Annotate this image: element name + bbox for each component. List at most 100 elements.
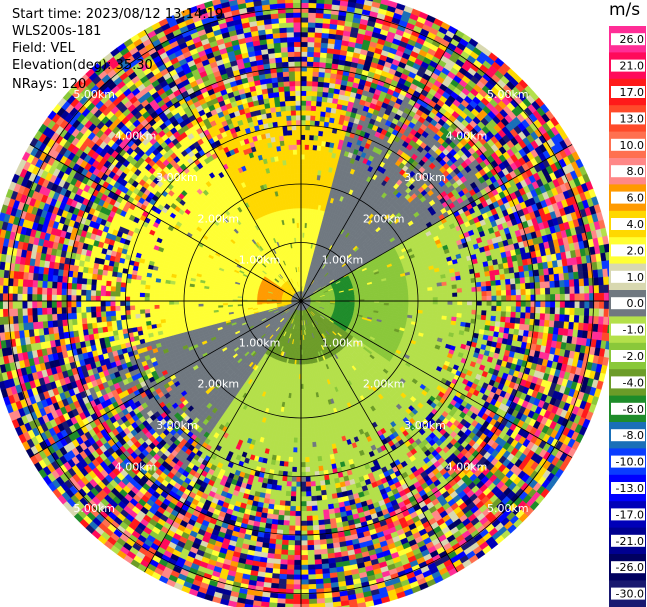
radar-cell — [321, 32, 330, 39]
radar-cell — [466, 291, 473, 297]
radar-cell — [462, 300, 468, 306]
radar-cell — [539, 313, 546, 321]
radar-cell — [446, 284, 453, 290]
radar-cell — [322, 86, 330, 93]
radar-cell — [486, 305, 492, 312]
radar-cell — [490, 280, 497, 287]
radar-cell — [524, 318, 531, 326]
radar-cell — [306, 85, 313, 92]
radar-cell — [305, 105, 312, 111]
radar-cell — [597, 324, 604, 333]
radar-cell — [442, 300, 448, 306]
radar-cell — [312, 81, 319, 87]
radar-cell — [300, 80, 307, 87]
radar-cell — [491, 290, 497, 297]
radar-cell — [544, 287, 551, 295]
radar-cell — [475, 319, 482, 325]
radar-cell — [308, 2, 317, 9]
radar-cell — [305, 134, 310, 141]
radar-cell — [559, 280, 565, 288]
radar-cell — [583, 278, 590, 287]
radar-cell — [534, 275, 541, 283]
radar-cell — [306, 80, 313, 87]
radar-cell — [535, 294, 541, 302]
radar-cell — [475, 281, 482, 288]
radar-cell — [300, 144, 306, 150]
radar-cell — [466, 287, 473, 293]
radar-cell — [573, 278, 580, 287]
radar-cell — [300, 173, 305, 179]
radar-cell — [314, 37, 322, 43]
radar-cell — [308, 139, 314, 146]
radar-cell — [495, 316, 502, 323]
radar-cell — [520, 283, 526, 290]
radar-cell — [501, 290, 507, 296]
radar-cell — [442, 308, 448, 313]
radar-cell — [553, 273, 560, 282]
radar-cell — [442, 296, 448, 302]
radar-cell — [573, 315, 580, 324]
radar-cell — [534, 313, 541, 321]
radar-cell — [491, 295, 497, 302]
radar-cell — [324, 0, 333, 5]
radar-cell — [307, 173, 312, 180]
radar-cell — [316, 100, 323, 107]
radar-cell — [525, 300, 532, 308]
radar-cell — [543, 319, 550, 328]
radar-cell — [316, 96, 323, 102]
radar-cell — [312, 144, 318, 151]
radar-cell — [422, 287, 428, 292]
radar-cell — [451, 288, 458, 294]
radar-cell — [300, 46, 308, 52]
radar-cell — [539, 275, 545, 283]
radar-cell — [494, 321, 501, 328]
radar-cell — [323, 3, 333, 10]
radar-cell — [603, 316, 609, 326]
radar-cell — [437, 293, 443, 298]
radar-cell — [474, 272, 481, 279]
radar-cell — [535, 300, 541, 308]
radar-cell — [486, 295, 492, 302]
radar-cell — [308, 144, 314, 151]
radar-cell — [569, 293, 576, 302]
radar-cell — [514, 277, 521, 285]
radar-cell — [500, 311, 507, 318]
radar-cell — [398, 292, 404, 297]
radar-cell — [466, 282, 472, 289]
radar-cell — [408, 291, 414, 296]
radar-cell — [305, 100, 312, 106]
radar-cell — [525, 282, 531, 290]
radar-cell — [554, 280, 561, 288]
radar-cell — [563, 321, 570, 330]
radar-cell — [300, 12, 309, 18]
radar-cell — [489, 325, 496, 332]
radar-cell — [422, 307, 429, 312]
radar-cell — [427, 304, 434, 309]
radar-cell — [510, 306, 517, 313]
radar-cell — [304, 149, 310, 155]
radar-cell — [383, 296, 390, 300]
radar-cell — [519, 277, 526, 284]
radar-cell — [485, 315, 492, 322]
radar-cell — [303, 198, 307, 204]
radar-cell — [559, 293, 566, 302]
radar-cell — [304, 159, 309, 165]
radar-cell — [314, 41, 322, 48]
radar-cell — [319, 52, 328, 59]
radar-cell — [555, 294, 561, 302]
radar-cell — [579, 293, 585, 302]
radar-cell — [549, 307, 556, 315]
radar-cell — [451, 312, 458, 318]
radar-cell — [573, 322, 580, 331]
radar-cell — [320, 106, 327, 113]
radar-cell — [461, 309, 468, 315]
radar-cell — [554, 314, 561, 322]
radar-cell — [467, 296, 473, 302]
radar-cell — [398, 300, 404, 304]
radar-cell — [307, 168, 312, 175]
radar-cell — [427, 286, 433, 292]
radar-cell — [544, 313, 551, 321]
radar-cell — [318, 76, 325, 83]
radar-cell — [465, 318, 472, 324]
